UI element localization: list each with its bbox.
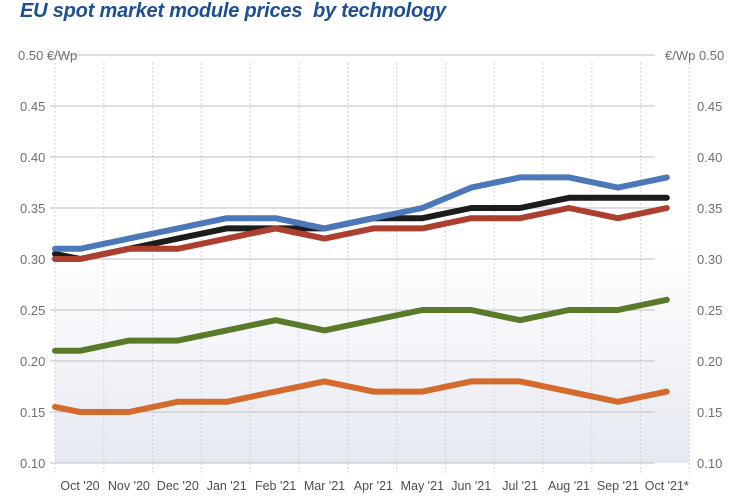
- x-tick-label: Sep '21: [597, 479, 639, 493]
- x-tick-label: Jan '21: [207, 479, 247, 493]
- y-tick-label-right: 0.40: [697, 150, 722, 165]
- y-tick-label-left: 0.15: [20, 405, 45, 420]
- y-tick-label-right: 0.35: [697, 201, 722, 216]
- y-tick-label-left: 0.50 €/Wp: [18, 48, 77, 63]
- y-tick-label-left: 0.35: [20, 201, 45, 216]
- y-tick-label-left: 0.20: [20, 354, 45, 369]
- y-tick-label-left: 0.25: [20, 303, 45, 318]
- y-tick-label-left: 0.45: [20, 99, 45, 114]
- x-tick-label: Oct '20: [60, 479, 99, 493]
- x-tick-label: Jul '21: [502, 479, 538, 493]
- x-tick-label: Dec '20: [157, 479, 199, 493]
- y-tick-label-right: 0.30: [697, 252, 722, 267]
- series-line-0: [52, 378, 670, 415]
- y-tick-label-left: 0.30: [20, 252, 45, 267]
- x-tick-label: Feb '21: [255, 479, 296, 493]
- plot-background: [55, 248, 689, 463]
- x-tick-label: Nov '20: [108, 479, 150, 493]
- x-tick-label: Oct '21*: [645, 479, 689, 493]
- x-tick-label: Apr '21: [354, 479, 393, 493]
- series-line-3: [52, 174, 670, 252]
- y-tick-label-right: 0.15: [697, 405, 722, 420]
- y-tick-label-left: 0.10: [20, 456, 45, 471]
- x-tick-label: Jun '21: [451, 479, 491, 493]
- y-tick-label-right: 0.45: [697, 99, 722, 114]
- x-tick-label: May '21: [401, 479, 444, 493]
- series-line-1: [52, 296, 670, 354]
- y-tick-label-right: 0.10: [697, 456, 722, 471]
- series-line-4: [52, 205, 670, 262]
- y-tick-label-right: 0.25: [697, 303, 722, 318]
- x-tick-label: Aug '21: [548, 479, 590, 493]
- chart-title: EU spot market module prices by technolo…: [20, 0, 446, 22]
- y-tick-label-right: 0.20: [697, 354, 722, 369]
- y-tick-label-left: 0.40: [20, 150, 45, 165]
- x-tick-label: Mar '21: [304, 479, 345, 493]
- y-tick-label-right: €/Wp 0.50: [665, 48, 724, 63]
